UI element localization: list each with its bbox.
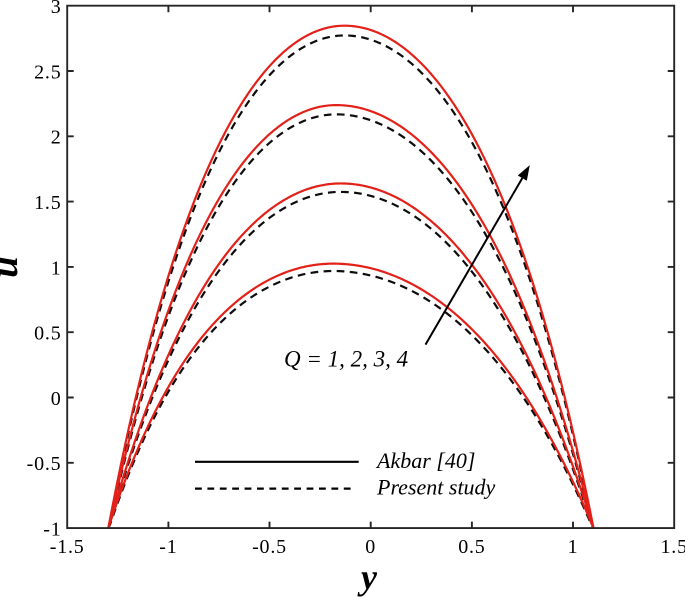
svg-text:2: 2 [51, 127, 62, 149]
svg-text:-0.5: -0.5 [252, 536, 287, 558]
svg-text:Q = 1, 2, 3, 4: Q = 1, 2, 3, 4 [284, 347, 408, 372]
svg-text:-1: -1 [43, 519, 61, 541]
svg-text:y: y [357, 557, 378, 597]
svg-text:1.5: 1.5 [34, 192, 61, 214]
svg-text:0: 0 [365, 536, 376, 558]
svg-text:0.5: 0.5 [458, 536, 485, 558]
svg-text:3: 3 [51, 0, 62, 18]
svg-text:1: 1 [568, 536, 579, 558]
svg-text:Akbar [40]: Akbar [40] [375, 448, 475, 473]
svg-text:0: 0 [51, 388, 62, 410]
svg-text:2.5: 2.5 [34, 61, 61, 83]
svg-text:Present study: Present study [376, 475, 496, 500]
svg-text:1: 1 [51, 257, 62, 279]
svg-text:-1: -1 [159, 536, 177, 558]
svg-text:u: u [0, 256, 26, 278]
svg-text:-1.5: -1.5 [50, 536, 85, 558]
svg-text:0.5: 0.5 [34, 323, 61, 345]
svg-text:1.5: 1.5 [660, 536, 685, 558]
svg-text:-0.5: -0.5 [27, 453, 62, 475]
